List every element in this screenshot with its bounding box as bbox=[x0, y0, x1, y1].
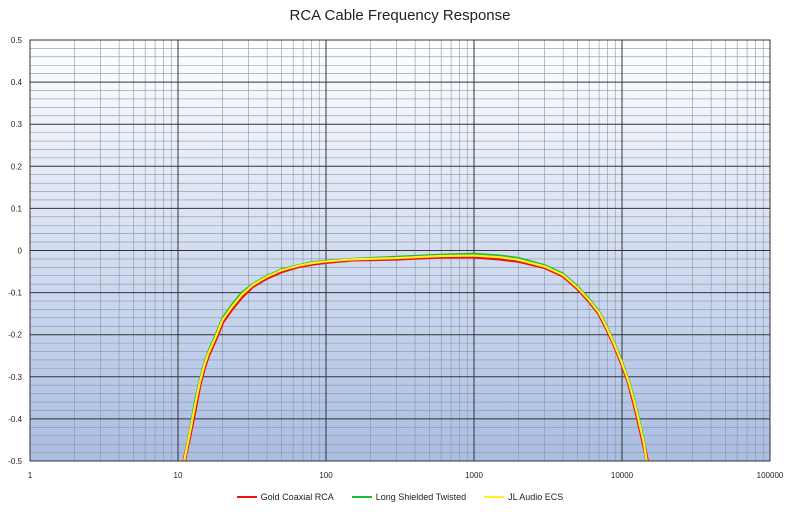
y-tick-label: 0.4 bbox=[11, 78, 23, 87]
x-tick-label: 10 bbox=[174, 471, 183, 480]
plot-border bbox=[29, 39, 771, 462]
legend-label: Long Shielded Twisted bbox=[375, 492, 467, 502]
legend-item: Gold Coaxial RCA bbox=[236, 492, 334, 502]
legend-swatch bbox=[236, 496, 257, 498]
y-axis-ticks: 0.5 0.4 0.3 0.2 0.1 0 -0.1 -0.2 -0.3 -0.4 -0.5 bbox=[8, 36, 22, 466]
x-tick-label: 1 bbox=[28, 471, 33, 480]
y-tick-label: 0.1 bbox=[11, 204, 23, 213]
y-tick-label: -0.3 bbox=[8, 373, 22, 382]
legend-item: Long Shielded Twisted bbox=[351, 492, 467, 502]
legend-label: JL Audio ECS bbox=[508, 492, 564, 502]
series-layer bbox=[182, 252, 649, 462]
y-tick-label: -0.2 bbox=[8, 331, 22, 340]
x-tick-label: 100 bbox=[319, 471, 333, 480]
x-tick-label: 1000 bbox=[465, 471, 483, 480]
y-tick-label: 0.3 bbox=[11, 120, 23, 129]
major-gridlines bbox=[29, 39, 771, 462]
y-tick-label: 0 bbox=[18, 247, 23, 256]
chart-title: RCA Cable Frequency Response bbox=[289, 7, 511, 24]
y-tick-label: 0.5 bbox=[11, 36, 23, 45]
legend-label: Gold Coaxial RCA bbox=[260, 492, 334, 502]
y-tick-label: -0.1 bbox=[8, 289, 22, 298]
series-line-jl-audio-ecs bbox=[183, 254, 648, 462]
x-tick-label: 10000 bbox=[611, 471, 634, 480]
legend-item: JL Audio ECS bbox=[484, 492, 563, 502]
y-tick-label: 0.2 bbox=[11, 162, 23, 171]
y-tick-label: -0.5 bbox=[8, 457, 22, 466]
legend: Gold Coaxial RCA Long Shielded Twisted JL … bbox=[0, 492, 800, 502]
x-tick-label: 100000 bbox=[757, 471, 784, 480]
x-axis-ticks: 1 10 100 1000 10000 100000 bbox=[28, 471, 784, 480]
y-tick-label: -0.4 bbox=[8, 415, 22, 424]
legend-swatch bbox=[484, 496, 505, 498]
legend-swatch bbox=[351, 496, 372, 498]
